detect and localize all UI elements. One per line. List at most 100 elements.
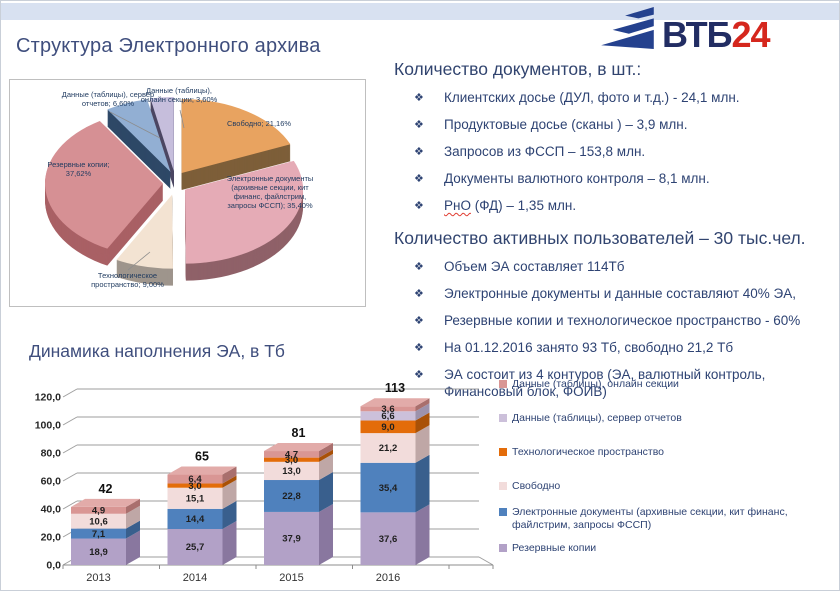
docs-list: ❖ Клиентских досье (ДУЛ, фото и т.д.) - 2… <box>394 89 839 215</box>
legend-item: Данные (таблицы), онлайн секции <box>499 378 679 391</box>
bar-segment <box>167 508 223 530</box>
y-axis-label: 80,0 <box>41 448 62 460</box>
bar-total-label: 65 <box>195 450 209 464</box>
y-axis-label: 0,0 <box>46 560 61 572</box>
floor-edge <box>478 556 494 566</box>
bar-segment-side <box>222 475 237 488</box>
bar-segment-value: 37,6 <box>379 534 398 545</box>
bar-chart-title: Динамика наполнения ЭА, в Тб <box>29 341 285 361</box>
legend-label: Данные (таблицы), онлайн секции <box>512 378 679 390</box>
grid-connector <box>62 472 78 482</box>
diamond-bullet-icon: ❖ <box>414 173 424 185</box>
user-item-text: Электронные документы и данные составляю… <box>444 286 796 301</box>
bar-segment-value: 22,8 <box>282 491 301 502</box>
legend-label: Данные (таблицы), сервер отчетов <box>512 412 682 424</box>
bar-segment-value: 15,1 <box>186 493 205 504</box>
bar-segment <box>264 461 319 481</box>
diamond-bullet-icon: ❖ <box>414 92 424 104</box>
bar-segment <box>71 506 126 514</box>
legend-swatch-icon <box>499 544 507 552</box>
legend-swatch-icon <box>499 414 507 422</box>
pie-slice <box>107 99 171 172</box>
bar-segment-side <box>222 521 237 565</box>
bar-segment <box>264 511 319 565</box>
bar-segment-value: 7,1 <box>92 529 106 540</box>
bar-segment-value: 3,0 <box>188 481 201 492</box>
user-item-text: ЭА состоит из 4 контуров (ЭА, валютный к… <box>444 367 766 399</box>
y-axis-label: 120,0 <box>35 392 61 404</box>
doc-item-text: РнО (ФД) – 1,35 млн. <box>444 198 577 213</box>
user-item-text: На 01.12.2016 занято 93 Тб, свободно 21,… <box>444 340 734 355</box>
x-axis-category: 2013 <box>86 572 110 584</box>
doc-item-text: Продуктовые досье (сканы ) – 3,9 млн. <box>444 117 688 132</box>
bar-total-label: 81 <box>292 426 306 440</box>
diamond-bullet-icon: ❖ <box>414 288 424 300</box>
bar-segment <box>167 474 223 484</box>
bar-segment-side <box>415 425 430 463</box>
bar-segment-side <box>126 505 140 529</box>
y-axis-label: 60,0 <box>41 476 62 488</box>
bar-segment-side <box>319 503 333 565</box>
bar-segment <box>264 480 319 512</box>
diamond-bullet-icon: ❖ <box>414 119 424 131</box>
stats-panel: Количество документов, в шт.: ❖ Клиентски… <box>394 59 839 400</box>
bar-segment-value: 21,2 <box>379 443 398 454</box>
bar-segment <box>360 512 416 565</box>
doc-item: ❖ Продуктовые досье (сканы ) – 3,9 млн. <box>394 116 839 134</box>
bar-segment-side <box>126 530 140 565</box>
bar-segment-value: 4,9 <box>92 506 105 517</box>
y-axis-label: 20,0 <box>41 532 62 544</box>
legend-item: Резервные копии <box>499 542 596 555</box>
doc-item: ❖ Клиентских досье (ДУЛ, фото и т.д.) - 2… <box>394 89 839 107</box>
spellcheck-word: РнО <box>444 198 471 213</box>
grid-connector <box>62 388 78 398</box>
bar-segment-side <box>319 472 333 512</box>
grid-connector <box>62 444 78 454</box>
doc-item: ❖ Запросов из ФССП – 153,8 млн. <box>394 143 839 161</box>
grid-connector <box>62 416 78 426</box>
bar-chart: 0,0 20,0 40,0 60,0 80,0 100,0 120,0 18,9 7,1 10,6… <box>35 381 494 584</box>
bar-segment-side <box>415 403 430 421</box>
pie-leader-line <box>179 109 185 129</box>
x-axis-category: 2015 <box>279 572 303 584</box>
bar-segment-side <box>319 443 333 458</box>
bar-segment-value: 6,4 <box>188 474 202 485</box>
bar-segment-value: 25,7 <box>186 542 205 553</box>
diamond-bullet-icon: ❖ <box>414 342 424 354</box>
bar-top-face <box>71 498 140 507</box>
user-item: ❖ Электронные документы и данные составля… <box>394 285 839 303</box>
bar-top-face <box>360 398 430 407</box>
bar-top-face <box>167 466 237 475</box>
pie-slice-label: Резервные копии; 37,62% <box>47 160 110 178</box>
user-item-text: Объем ЭА составляет 114Тб <box>444 259 625 274</box>
pie-slice-label: Электронные документы (архивные секции, … <box>226 174 314 210</box>
bar-segment <box>71 513 126 529</box>
pie-leader-line <box>127 251 151 271</box>
doc-item-text: Клиентских досье (ДУЛ, фото и т.д.) - 24… <box>444 90 740 105</box>
x-axis-category: 2016 <box>376 572 400 584</box>
diamond-bullet-icon: ❖ <box>414 261 424 273</box>
legend-swatch-icon <box>499 380 507 388</box>
bar-segment <box>360 406 416 412</box>
doc-item: ❖ Документы валютного контроля – 8,1 млн. <box>394 170 839 188</box>
bar-segment-side <box>319 453 333 481</box>
pie-slice <box>116 194 173 269</box>
vtb24-logo: ВТБ 24 <box>599 4 771 53</box>
legend-label: Резервные копии <box>512 542 597 554</box>
doc-item-text: Запросов из ФССП – 153,8 млн. <box>444 144 646 159</box>
user-item-text: Резервные копии и технологическое простр… <box>444 313 801 328</box>
user-item: ❖ Резервные копии и технологическое прост… <box>394 312 839 330</box>
legend-swatch-icon <box>499 448 507 456</box>
bar-total-label: 113 <box>385 381 405 395</box>
y-axis-label: 40,0 <box>41 504 62 516</box>
bar-segment <box>264 457 319 462</box>
bar-segment-side <box>222 479 237 509</box>
bar-segment-side <box>126 520 140 539</box>
bar-top-face <box>264 443 333 452</box>
legend-swatch-icon <box>499 482 507 490</box>
bar-segment-value: 9,0 <box>381 422 394 433</box>
bar-segment-value: 4,7 <box>285 450 298 461</box>
legend-item: Свободно <box>499 480 560 493</box>
bar-segment <box>71 538 126 565</box>
bar-segment <box>167 487 223 509</box>
